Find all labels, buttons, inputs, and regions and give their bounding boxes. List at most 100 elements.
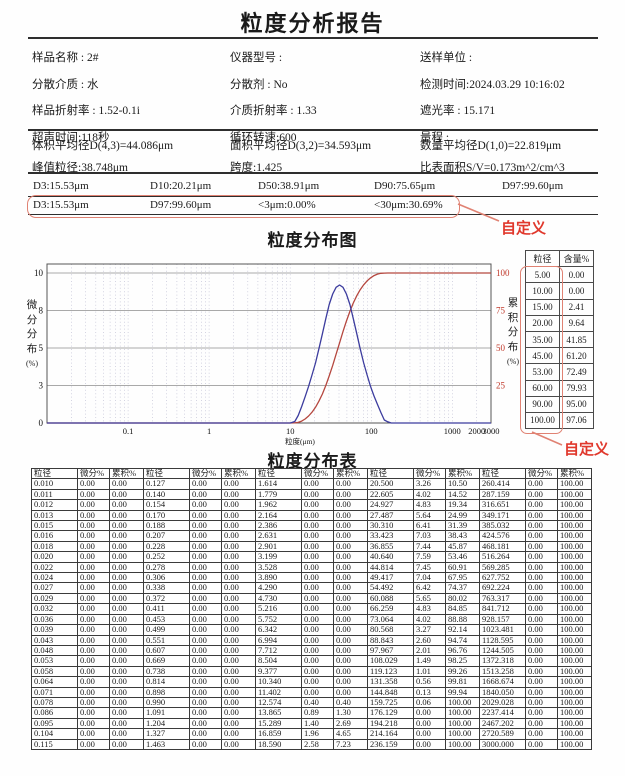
info-medium-ri: 介质折射率 : 1.33 [230,105,317,118]
dist-size-cell: 692.224 [479,582,526,594]
dist-size-cell: 0.154 [143,499,190,511]
dist-cum-cell: 0.00 [109,592,144,605]
side-table-row: 35.00 41.85 [525,330,594,349]
dist-size-cell: 0.078 [31,696,78,709]
dist-size-cell: 88.843 [367,634,414,646]
svg-text:0.1: 0.1 [123,426,134,436]
dist-cum-cell: 0.00 [333,509,368,522]
dist-cum-cell: 0.00 [221,707,256,719]
dist-cum-cell: 80.02 [445,592,480,605]
dist-diff-cell: 0.00 [525,488,558,501]
dist-diff-cell: 0.00 [77,478,110,490]
dist-cum-cell: 100.00 [557,634,592,646]
dist-cum-cell: 100.00 [557,572,592,584]
svg-text:10: 10 [286,426,295,436]
dist-size-cell: 0.086 [31,707,78,719]
dist-size-cell: 131.358 [367,676,414,688]
dist-table-header: 粒径 [367,467,414,480]
dist-size-cell: 0.104 [31,728,78,740]
dist-table-header: 粒径 [143,467,190,480]
right-axis-label: 累 积 分 布 (%) [507,298,519,366]
side-table-cell: 79.93 [559,379,594,397]
dist-cum-cell: 0.00 [221,592,256,605]
dist-cum-cell: 100.00 [557,561,592,574]
dist-diff-cell: 0.00 [301,624,334,636]
dist-size-cell: 2.386 [255,520,302,532]
svg-text:3: 3 [39,381,44,391]
dist-table-row: 0.053 0.00 0.00 0.669 0.00 0.00 8.504 0.00 0.00 1… [31,655,592,667]
dist-cum-cell: 0.00 [333,530,368,542]
dist-size-cell: 928.157 [479,613,526,626]
dist-cum-cell: 100.00 [557,509,592,522]
dist-size-cell: 108.029 [367,655,414,667]
dist-table-header: 微分% [525,467,558,480]
dist-diff-cell: 0.00 [525,582,558,594]
dist-size-cell: 0.064 [31,676,78,688]
dist-cum-cell: 0.00 [109,582,144,594]
dist-diff-cell: 0.00 [525,686,558,698]
dist-diff-cell: 0.00 [77,738,110,750]
dist-diff-cell: 0.00 [77,613,110,626]
dist-diff-cell: 2.58 [301,738,334,750]
dist-diff-cell: 0.00 [189,561,222,574]
dist-size-cell: 1.463 [143,738,190,750]
dist-table-header: 微分% [301,467,334,480]
table-section-title: 粒度分布表 [267,452,358,471]
dist-cum-cell: 0.00 [109,707,144,719]
dist-cum-cell: 0.00 [333,520,368,532]
dist-cum-cell: 14.52 [445,488,480,501]
info-instrument: 仪器型号 : [230,52,283,65]
dist-cum-cell: 100.00 [557,592,592,605]
dist-size-cell: 0.990 [143,696,190,709]
dist-diff-cell: 0.00 [525,665,558,678]
dist-size-cell: 40.640 [367,551,414,563]
dist-diff-cell: 0.00 [189,530,222,542]
dist-cum-cell: 0.00 [109,613,144,626]
dist-size-cell: 73.064 [367,613,414,626]
dist-cum-cell: 0.00 [221,488,256,501]
dist-size-cell: 1.327 [143,728,190,740]
dist-cum-cell: 0.00 [221,572,256,584]
dist-size-cell: 1244.505 [479,644,526,657]
dist-cum-cell: 0.00 [109,696,144,709]
dist-table-row: 0.022 0.00 0.00 0.278 0.00 0.00 3.528 0.00 0.00 4… [31,561,592,574]
dist-cum-cell: 0.00 [221,603,256,615]
dist-diff-cell: 0.00 [301,613,334,626]
dist-size-cell: 0.338 [143,582,190,594]
dist-diff-cell: 0.00 [189,509,222,522]
dist-size-cell: 0.898 [143,686,190,698]
dist-cum-cell: 0.00 [333,488,368,501]
dist-size-cell: 0.453 [143,613,190,626]
dist-diff-cell: 0.00 [189,676,222,688]
dist-table-row: 0.029 0.00 0.00 0.372 0.00 0.00 4.730 0.00 0.00 6… [31,592,592,605]
dist-cum-cell: 0.00 [109,644,144,657]
sample-info-grid: 样品名称 : 2# 仪器型号 : 送样单位 : 分散介质 : 水 分散剂 : N… [32,44,600,150]
dist-cum-cell: 0.00 [109,499,144,511]
dist-size-cell: 36.855 [367,540,414,553]
dist-diff-cell: 0.00 [525,540,558,553]
dist-cum-cell: 19.34 [445,499,480,511]
side-table-row: 100.00 97.06 [525,411,594,430]
dist-cum-cell: 100.00 [445,707,480,719]
dist-size-cell: 66.259 [367,603,414,615]
side-table-header: 粒径 [525,249,560,268]
avg-volume-mean: 体积平均径D(4,3)=44.086μm [32,140,174,152]
dist-size-cell: 80.568 [367,624,414,636]
svg-text:100: 100 [365,426,378,436]
dist-size-cell: 1.779 [255,488,302,501]
dist-cum-cell: 0.00 [221,655,256,667]
dist-size-cell: 5.752 [255,613,302,626]
avg-area-mean: 面积平均径D(3,2)=34.593μm [230,140,372,152]
dist-size-cell: 1.204 [143,717,190,730]
dist-diff-cell: 3.26 [413,478,446,490]
dist-diff-cell: 0.00 [525,530,558,542]
dist-size-cell: 0.012 [31,499,78,511]
dist-table-row: 0.048 0.00 0.00 0.607 0.00 0.00 7.712 0.00 0.00 9… [31,644,592,657]
svg-text:10: 10 [34,268,44,278]
dist-cum-cell: 0.00 [333,624,368,636]
dist-size-cell: 10.340 [255,676,302,688]
dist-cum-cell: 0.00 [333,572,368,584]
dist-table-row: 0.043 0.00 0.00 0.551 0.00 0.00 6.994 0.00 0.00 8… [31,634,592,646]
dist-diff-cell: 0.00 [189,624,222,636]
dist-diff-cell: 0.00 [525,696,558,709]
